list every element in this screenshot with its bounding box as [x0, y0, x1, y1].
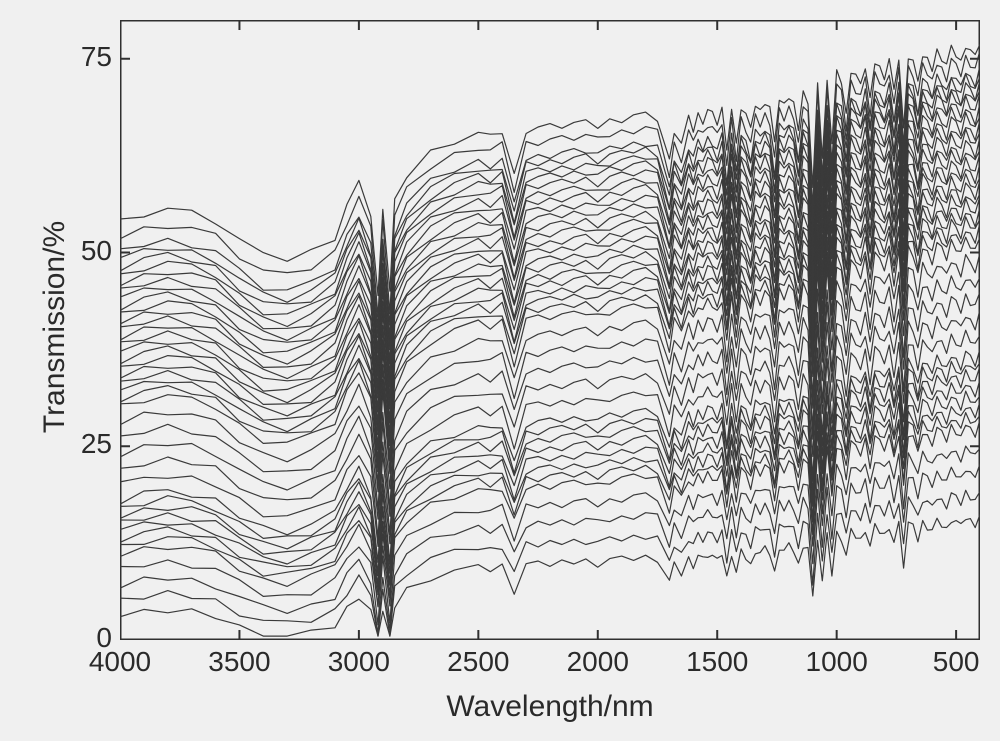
spectrum-line [120, 153, 980, 412]
x-tick-label: 1500 [677, 646, 757, 678]
spectrum-line [120, 92, 980, 365]
spectrum-line [120, 490, 980, 636]
x-tick-label: 3000 [319, 646, 399, 678]
x-axis-label: Wavelength/nm [120, 690, 980, 724]
x-tick-label: 4000 [80, 646, 160, 678]
x-tick-label: 2000 [558, 646, 638, 678]
y-tick-label: 75 [60, 41, 112, 73]
x-tick-label: 1000 [797, 646, 877, 678]
spectra-chart: 0255075 4000350030002500200015001000500 … [0, 0, 1000, 741]
y-axis-label: Transmission/% [38, 217, 72, 437]
x-tick-label: 3500 [199, 646, 279, 678]
plot-area [120, 20, 980, 640]
spectra-series [120, 44, 980, 636]
spectrum-line [120, 446, 980, 625]
spectrum-line [120, 309, 980, 538]
x-tick-label: 500 [916, 646, 996, 678]
spectrum-line [120, 330, 980, 546]
x-tick-label: 2500 [438, 646, 518, 678]
